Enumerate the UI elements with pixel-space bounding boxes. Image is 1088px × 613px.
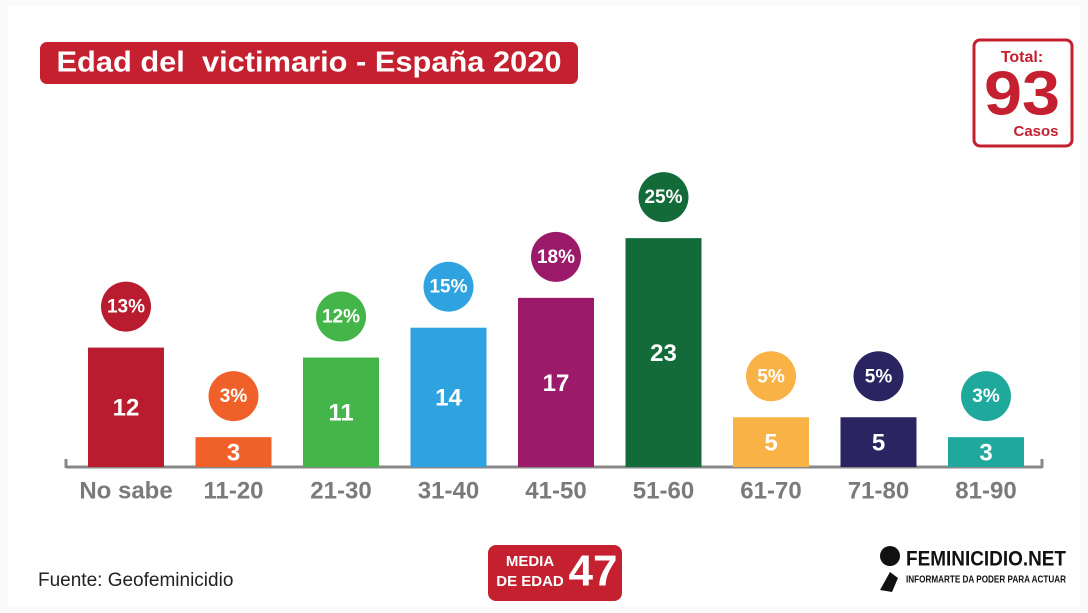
- percent-label: 3%: [972, 386, 1000, 407]
- percent-label: 25%: [644, 187, 682, 208]
- percent-label: 15%: [429, 277, 467, 298]
- logo-icon: [880, 572, 898, 592]
- percent-label: 12%: [322, 307, 360, 328]
- percent-badge: [208, 371, 259, 422]
- logo-name: FEMINICIDIO.NET: [906, 548, 1066, 571]
- bar: [518, 297, 594, 467]
- percent-label: 3%: [220, 386, 248, 407]
- percent-label: 5%: [757, 366, 785, 387]
- bar: [195, 437, 272, 467]
- value-label: 3: [979, 439, 992, 466]
- bar: [733, 417, 809, 467]
- x-tick-label: 21-30: [310, 477, 371, 504]
- x-tick-label: 71-80: [848, 477, 909, 504]
- percent-badge: [638, 172, 689, 223]
- bar: [88, 347, 164, 467]
- value-label: 3: [227, 439, 240, 466]
- total-unit: Casos: [1013, 123, 1058, 140]
- total-label: Total:: [1001, 49, 1043, 66]
- percent-badge: [746, 351, 796, 402]
- source: Fuente: Geofeminicidio: [38, 570, 233, 591]
- x-tick-label: No sabe: [79, 477, 172, 504]
- percent-badge: [853, 351, 904, 402]
- bar: [840, 417, 917, 467]
- logo-icon: [880, 546, 900, 566]
- bar: [303, 357, 379, 467]
- value-label: 12: [113, 395, 140, 422]
- value-label: 5: [872, 429, 885, 456]
- percent-label: 13%: [107, 297, 145, 318]
- x-tick-label: 61-70: [740, 477, 801, 504]
- title-box: [40, 42, 578, 84]
- bar: [948, 437, 1024, 467]
- mean-value: 47: [569, 547, 618, 596]
- mean-label: MEDIA: [506, 553, 555, 570]
- percent-badge: [101, 281, 151, 332]
- x-tick-label: 31-40: [418, 477, 479, 504]
- bar: [410, 327, 487, 467]
- logo-tagline: INFORMARTE DA PODER PARA ACTUAR: [906, 575, 1067, 586]
- x-tick-label: 41-50: [525, 477, 586, 504]
- total-value: 93: [984, 59, 1060, 128]
- total-box: [972, 38, 1074, 148]
- x-tick-label: 81-90: [955, 477, 1016, 504]
- mean-box: [488, 545, 622, 601]
- x-tick-label: 11-20: [203, 477, 263, 504]
- logo-box: [870, 535, 1075, 601]
- percent-badge: [961, 371, 1011, 422]
- bar: [625, 238, 702, 467]
- value-label: 17: [543, 370, 570, 397]
- value-label: 11: [328, 400, 353, 427]
- value-label: 23: [650, 340, 677, 367]
- chart-title: Edad del victimario - España 2020: [57, 47, 562, 79]
- percent-label: 5%: [865, 366, 893, 387]
- mean-label: DE EDAD: [496, 573, 564, 590]
- x-tick-label: 51-60: [633, 477, 694, 504]
- value-label: 5: [764, 429, 777, 456]
- percent-badge: [316, 291, 366, 342]
- percent-badge: [531, 231, 581, 282]
- value-label: 14: [435, 385, 462, 412]
- percent-badge: [423, 261, 474, 312]
- percent-label: 18%: [537, 247, 575, 268]
